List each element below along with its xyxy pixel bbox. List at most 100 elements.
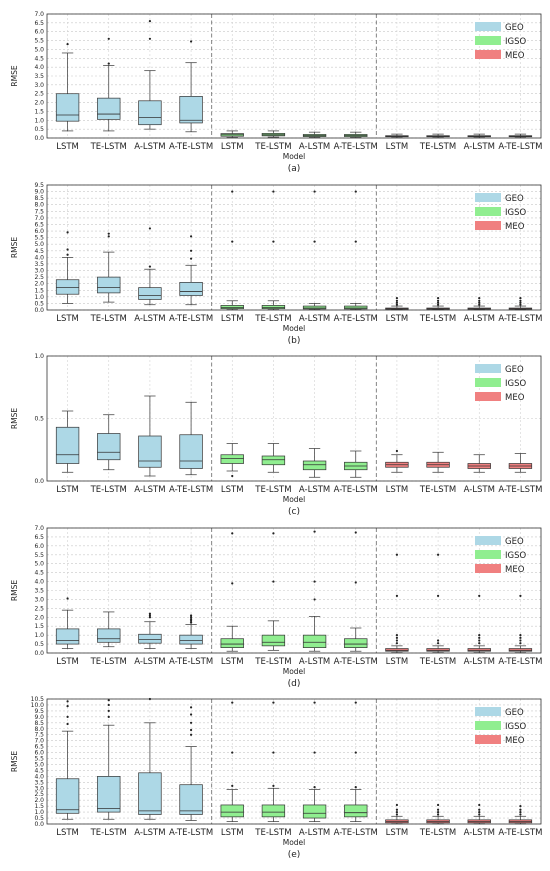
box-iqr (179, 96, 203, 124)
x-tick-label: A-LSTM (464, 314, 495, 324)
x-axis-label: Model (283, 838, 306, 847)
x-tick-label: A-LSTM (134, 657, 165, 667)
y-tick-label: 3.0 (34, 596, 44, 603)
outlier-point (395, 303, 399, 306)
meo-box-2 (426, 133, 450, 138)
meo-box-4 (508, 297, 533, 311)
legend-swatch-meo (475, 564, 501, 573)
outlier-point (189, 257, 193, 260)
x-tick-label: A-TE-LSTM (334, 142, 378, 152)
x-tick-label: LSTM (386, 828, 409, 838)
outlier-point (189, 706, 193, 709)
x-tick-label: A-LSTM (299, 314, 330, 324)
legend-label-igso: IGSO (505, 208, 526, 218)
geo-box-3 (138, 227, 162, 306)
x-tick-label: A-TE-LSTM (169, 828, 213, 838)
x-tick-label: A-TE-LSTM (334, 485, 378, 495)
legend: GEO IGSO MEO (475, 707, 526, 746)
outlier-point (313, 240, 316, 243)
y-tick-label: 3.0 (34, 785, 44, 792)
box-iqr (261, 455, 286, 466)
outlier-point (66, 231, 69, 234)
y-tick-label: 6.5 (34, 20, 44, 27)
y-tick-label: 3.5 (34, 779, 44, 786)
y-tick-label: 2.0 (34, 100, 44, 107)
outlier-point (272, 751, 275, 754)
box-iqr (426, 648, 450, 652)
igso-box-3 (302, 701, 327, 822)
box-iqr (302, 305, 327, 310)
legend-label-igso: IGSO (505, 551, 526, 561)
x-tick-label: A-LSTM (299, 828, 330, 838)
outlier-point (436, 813, 440, 816)
x-axis-label: Model (283, 667, 306, 676)
y-tick-label: 0.0 (34, 650, 44, 657)
box-iqr (97, 433, 121, 461)
y-axis-label: RMSE (10, 408, 19, 429)
legend-swatch-meo (475, 221, 501, 230)
meo-box-3 (467, 803, 491, 825)
x-tick-label: LSTM (56, 657, 79, 667)
y-tick-label: 6.5 (34, 221, 44, 228)
y-tick-label: 0.0 (34, 821, 44, 828)
outlier-point (519, 642, 522, 645)
y-tick-label: 6.0 (34, 750, 44, 757)
outlier-point (395, 301, 399, 304)
igso-box-3 (302, 530, 327, 652)
box-iqr (138, 772, 162, 815)
meo-box-3 (467, 297, 491, 311)
meo-box-3 (467, 133, 491, 138)
panel-caption: (b) (288, 336, 301, 346)
outlier-point (189, 614, 193, 617)
outlier-point (395, 642, 399, 645)
legend-label-igso: IGSO (505, 722, 526, 732)
y-tick-label: 1.5 (34, 803, 44, 810)
outlier-point (478, 808, 481, 811)
legend: GEO IGSO MEO (475, 364, 526, 403)
igso-box-2 (261, 130, 286, 138)
box-iqr (138, 287, 162, 300)
y-tick-label: 5.5 (34, 235, 44, 242)
legend-label-meo: MEO (505, 51, 525, 61)
y-tick-label: 5.5 (34, 38, 44, 45)
outlier-point (189, 728, 193, 732)
box-iqr (55, 93, 80, 122)
box-iqr (302, 804, 327, 819)
outlier-point (189, 40, 193, 43)
legend-label-geo: GEO (505, 537, 524, 547)
outlier-point (519, 303, 522, 306)
y-tick-label: 2.5 (34, 605, 44, 612)
outlier-point (354, 190, 357, 193)
x-tick-label: LSTM (386, 657, 409, 667)
legend-label-meo: MEO (505, 736, 525, 746)
outlier-point (231, 784, 234, 788)
legend-swatch-geo (475, 22, 501, 31)
box-iqr (261, 804, 286, 818)
box-iqr (220, 638, 244, 648)
outlier-point (148, 616, 152, 619)
outlier-point (395, 449, 399, 453)
y-tick-label: 4.0 (34, 254, 44, 261)
y-tick-label: 3.5 (34, 73, 44, 80)
outlier-point (189, 721, 193, 724)
outlier-point (436, 299, 440, 302)
legend-label-geo: GEO (505, 194, 524, 204)
legend-swatch-meo (475, 735, 501, 744)
meo-box-4 (508, 453, 533, 473)
outlier-point (395, 639, 399, 642)
meo-box-1 (385, 553, 409, 653)
geo-box-1 (55, 410, 80, 473)
chart-panel-2: 0.00.51.01.52.02.53.03.54.04.55.05.56.06… (10, 182, 543, 346)
x-tick-label: LSTM (56, 828, 79, 838)
box-iqr (261, 634, 286, 647)
outlier-point (436, 553, 440, 556)
outlier-point (148, 614, 152, 617)
x-tick-label: A-LSTM (134, 142, 165, 152)
y-tick-label: 1.5 (34, 623, 44, 630)
igso-box-4 (344, 450, 368, 478)
x-tick-label: LSTM (386, 142, 409, 152)
y-tick-label: 4.0 (34, 64, 44, 71)
x-tick-label: LSTM (386, 485, 409, 495)
geo-box-1 (55, 231, 80, 304)
outlier-point (478, 303, 481, 306)
